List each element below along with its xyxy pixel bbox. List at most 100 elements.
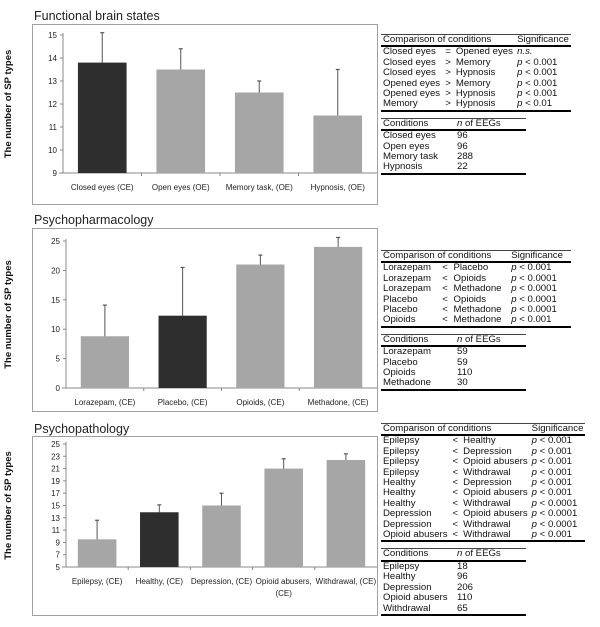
chart-box-functional-brain-states: The number of SP types 9 10 11 12 13 14 15 Close… [3, 24, 378, 205]
significance-value: p < 0.001 [530, 457, 586, 467]
condition-b: Hypnosis [453, 99, 516, 112]
p-symbol: p [517, 56, 523, 68]
counts-row: Withdrawal 65 [381, 603, 526, 616]
p-threshold: < 0.0001 [516, 283, 557, 295]
eeg-count: 96 [457, 130, 468, 142]
n-eegs-header-label: n of EEGs [455, 333, 526, 348]
relation-symbol: < [452, 497, 459, 509]
comparison-header-label: Comparison of conditions [381, 250, 510, 264]
counts-row: Opioid abusers 110 [381, 592, 526, 604]
bar [80, 336, 129, 388]
significance-value: p < 0.001 [515, 56, 571, 68]
condition-b: Methadone [453, 283, 502, 295]
condition-name: Depression [383, 581, 432, 593]
y-tick-label: 14 [48, 54, 57, 63]
condition-a: Epilepsy [383, 435, 420, 447]
x-tick-label: Hypnosis, (OE) [311, 183, 366, 192]
comparison-row: Opened eyes > Hypnosis p < 0.001 [381, 88, 571, 100]
comparison-row: Placebo < Opioids p < 0.0001 [381, 294, 571, 305]
p-threshold: < 0.001 [537, 487, 572, 499]
relation-symbol: < [452, 445, 459, 457]
condition-a: Depression [383, 508, 432, 520]
significance-value: p < 0.001 [530, 466, 586, 478]
condition-a: Epilepsy [383, 466, 420, 478]
y-tick-label: 20 [51, 266, 60, 275]
relation-symbol: < [442, 272, 448, 284]
relation-symbol: < [438, 315, 452, 328]
significance-header-label: Significance [509, 250, 571, 264]
comparison-row: Lorazepam < Opioids p < 0.0001 [381, 272, 571, 284]
eeg-count: 18 [457, 560, 468, 572]
x-tick-label: Healthy, (CE) [136, 577, 184, 586]
eeg-count: 59 [457, 346, 468, 358]
condition-b: Hypnosis [455, 88, 496, 100]
condition-name: Closed eyes [383, 130, 436, 142]
p-threshold: < 0.001 [537, 456, 572, 468]
p-symbol: p [511, 283, 517, 295]
p-symbol: n.s. [517, 46, 533, 58]
comparison-row: Opened eyes > Memory p < 0.001 [381, 77, 571, 89]
p-threshold: < 0.001 [522, 77, 558, 89]
p-threshold: < 0.001 [522, 56, 558, 68]
x-tick-label: Memory task, (OE) [226, 183, 293, 192]
significance-value: p < 0.001 [509, 262, 571, 273]
significance-value: p < 0.0001 [530, 519, 586, 530]
condition-b: Methadone [453, 304, 502, 316]
y-tick-label: 10 [51, 325, 60, 334]
p-symbol: p [531, 508, 538, 520]
significance-value: p < 0.0001 [509, 273, 571, 284]
eeg-counts-table: Conditions n of EEGs Closed eyes 96 Open eye… [381, 117, 526, 175]
p-symbol: p [531, 487, 538, 499]
significance-value: p < 0.001 [515, 88, 571, 99]
condition-name: Methadone [381, 378, 455, 391]
bar [202, 505, 241, 567]
y-tick-label: 11 [49, 123, 58, 132]
relation-symbol: > [445, 67, 451, 79]
x-tick-label: Placebo, (CE) [158, 398, 208, 407]
counts-header-row: Conditions n of EEGs [381, 117, 526, 132]
significance-value: p < 0.001 [530, 445, 586, 457]
eegs-label: of EEGs [462, 117, 501, 129]
p-threshold: < 0.001 [537, 445, 572, 457]
counts-row: Hypnosis 22 [381, 162, 526, 175]
x-tick-label: Depression, (CE) [191, 577, 253, 586]
p-symbol: p [531, 466, 538, 478]
relation-symbol: < [452, 518, 459, 530]
comparison-table: Comparison of conditions Significance Epil… [381, 423, 586, 543]
condition-a: Healthy [383, 477, 416, 489]
significance-value: n.s. [515, 46, 571, 57]
eeg-count: 59 [457, 356, 468, 368]
y-tick-label: 9 [53, 169, 58, 178]
n-symbol: n [457, 117, 463, 129]
y-tick-label: 10 [48, 146, 57, 155]
relation-symbol: > [442, 99, 454, 112]
y-axis-label: The number of SP types [3, 451, 14, 560]
bar [314, 246, 363, 388]
eeg-count: 30 [455, 378, 526, 391]
condition-b: Withdrawal [463, 466, 511, 478]
relation-symbol: < [452, 456, 459, 468]
x-tick-label: Opioid abusers, [256, 577, 312, 586]
p-threshold: < 0.001 [537, 435, 572, 447]
condition-name: Withdrawal [381, 603, 455, 616]
p-threshold: < 0.001 [516, 314, 552, 326]
bar [236, 264, 285, 388]
significance-value: p < 0.0001 [509, 294, 571, 305]
n-eegs-header-label: n of EEGs [455, 117, 526, 132]
condition-a: Opioid abusers [381, 529, 450, 543]
condition-name: Epilepsy [383, 560, 420, 572]
relation-symbol: = [445, 46, 451, 58]
comparison-row: Opioid abusers < Withdrawal p < 0.001 [381, 529, 586, 543]
counts-row: Depression 206 [381, 581, 526, 593]
condition-b: Methadone [451, 315, 510, 328]
condition-a: Placebo [383, 304, 418, 316]
condition-a: Opioids [381, 315, 439, 328]
counts-row: Placebo 59 [381, 356, 526, 368]
condition-name: Lorazepam [383, 346, 431, 358]
condition-name: Healthy [383, 571, 416, 583]
counts-row: Closed eyes 96 [381, 130, 526, 141]
p-symbol: p [531, 435, 538, 447]
comparison-row: Opioids < Methadone p < 0.001 [381, 314, 571, 328]
condition-a: Closed eyes [383, 56, 436, 68]
eeg-count: 110 [457, 592, 473, 604]
